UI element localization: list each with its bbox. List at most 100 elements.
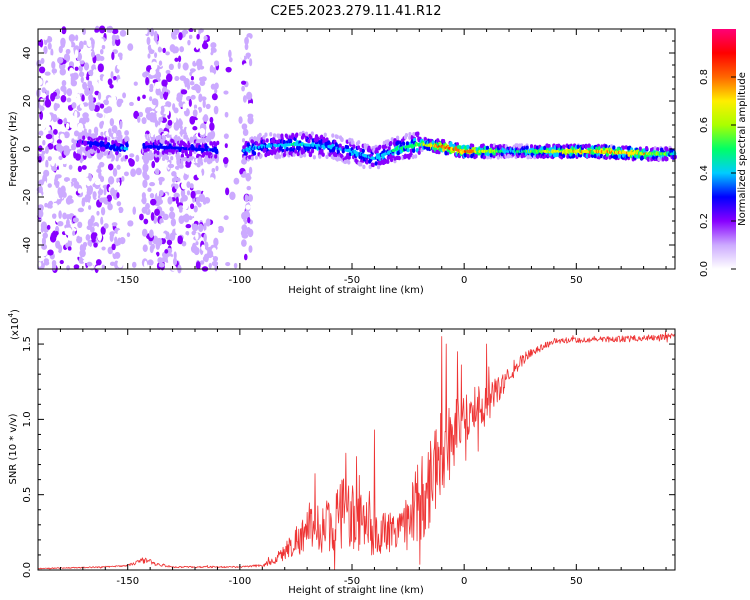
- spectrogram-cell: [66, 265, 70, 271]
- spectrogram-cell: [114, 251, 121, 259]
- spectrogram-cell: [88, 129, 92, 134]
- spectrogram-cell: [68, 170, 74, 176]
- spectrogram-cell: [92, 191, 97, 199]
- spectrogram-cell: [301, 133, 306, 138]
- spectrogram-cell: [65, 48, 71, 55]
- spectrogram-cell: [56, 139, 62, 145]
- spectrogram-cell: [214, 154, 218, 159]
- spectrogram-cells: [36, 25, 677, 274]
- spectrogram-cell: [47, 143, 54, 150]
- spectrogram-cell: [144, 148, 148, 153]
- spectrogram-cell: [406, 147, 410, 153]
- spectrogram-cell: [121, 219, 127, 225]
- spectrogram-cell: [259, 153, 263, 159]
- spectrogram-cell: [60, 105, 65, 110]
- spectrogram-cell: [72, 253, 79, 259]
- spectrogram-cell: [206, 47, 212, 55]
- spectrogram-cell: [244, 43, 249, 51]
- spectrogram-cell: [334, 152, 338, 158]
- spectrogram-cell: [338, 143, 342, 148]
- spectrogram-cell: [149, 27, 155, 37]
- snr-y-ticks: 0.0 0.5 1.0 1.5: [22, 328, 675, 578]
- colorbar-tick-label: 0.0: [699, 261, 710, 277]
- spectrogram-cell: [58, 210, 62, 219]
- spectrogram-cell: [176, 92, 183, 100]
- spectrogram-cell: [145, 107, 151, 114]
- spectrogram-cell: [40, 57, 45, 65]
- spectrogram-cell: [70, 79, 78, 87]
- spectrogram-cell: [111, 95, 117, 103]
- spectrogram-cell: [58, 45, 63, 54]
- spectrogram-cell: [43, 32, 48, 41]
- spectrogram-cell: [90, 50, 96, 58]
- spectrogram-cell: [103, 100, 109, 106]
- spectrogram-cell: [215, 165, 219, 172]
- spectrogram-cell: [100, 131, 104, 137]
- spectrogram-cell: [529, 144, 534, 149]
- spectrogram-cell: [55, 143, 63, 151]
- spectrogram-cell: [78, 65, 83, 72]
- spectrogram-cell: [100, 120, 105, 126]
- spectrogram-cell: [381, 144, 386, 149]
- spectrogram-cell: [116, 201, 122, 207]
- spectrogram-cell: [315, 136, 320, 141]
- spectrogram-cell: [371, 162, 375, 168]
- spectrogram-cell: [351, 140, 355, 145]
- spectrogram-cell: [96, 210, 100, 216]
- spectrogram-cell: [347, 155, 351, 160]
- spectrogram-cell: [150, 211, 155, 221]
- spectrogram-cell: [196, 33, 200, 40]
- spectrogram-cell: [44, 82, 52, 91]
- spectrogram-cell: [125, 147, 129, 151]
- spectrogram-cell: [42, 174, 47, 182]
- spectrogram-cell: [203, 222, 207, 232]
- spectrogram-cell: [382, 149, 386, 154]
- spectrogram-cell: [186, 250, 190, 257]
- snr-panel: -150 -100 -50 0 50 0.0 0.5 1.0 1.5 Height of st…: [7, 309, 676, 596]
- spectrogram-cell: [78, 230, 85, 237]
- spectrogram-cell: [157, 195, 162, 201]
- spectrogram-cell: [243, 63, 249, 69]
- spectrogram-cell: [142, 179, 148, 189]
- spectrogram-cell: [179, 46, 185, 53]
- spectrogram-cell: [210, 197, 216, 205]
- spectrogram-cell: [217, 225, 225, 234]
- spectrogram-cell: [111, 140, 115, 145]
- spectrogram-cell: [165, 73, 173, 83]
- spectrogram-cell: [245, 204, 251, 210]
- spectrogram-cell: [178, 205, 184, 210]
- spectrogram-cell: [190, 244, 198, 254]
- spectrogram-cell: [39, 111, 44, 120]
- spectrogram-cell: [149, 96, 153, 102]
- spectrogram-cell: [189, 183, 194, 189]
- spectrogram-cell: [390, 137, 394, 142]
- spectrogram-cell: [46, 203, 51, 209]
- spectrogram-cell: [233, 262, 238, 269]
- spectrogram-cell: [95, 259, 102, 266]
- spectrogram-cell: [74, 49, 79, 59]
- spectrogram-cell: [40, 226, 44, 233]
- spectrogram-cell: [174, 134, 178, 140]
- spectrogram-cell: [241, 233, 249, 239]
- spectrogram-cell: [86, 75, 90, 81]
- spectrogram-cell: [63, 166, 67, 172]
- spectrogram-cell: [61, 26, 67, 35]
- spectrogram-cell: [70, 72, 75, 78]
- spectrogram-cell: [345, 145, 350, 150]
- spectrogram-cell: [144, 152, 148, 157]
- spectrogram-cell: [214, 88, 218, 94]
- spectrogram-cell: [198, 93, 203, 103]
- spectrogram-cell: [576, 144, 580, 149]
- spectrogram-cell: [149, 193, 155, 199]
- spectrogram-cell: [47, 249, 54, 256]
- spectrogram-cell: [183, 213, 190, 223]
- spectrogram-cell: [215, 148, 219, 152]
- spectrogram-cell: [190, 211, 195, 217]
- spectrogram-cell: [166, 133, 170, 138]
- spectrogram-cell: [160, 257, 167, 263]
- spectrogram-cell: [183, 173, 188, 181]
- spectrogram-cell: [50, 158, 55, 167]
- snr-x-tick-label: 50: [570, 576, 583, 587]
- spectrogram-cell: [167, 163, 175, 169]
- spectrogram-cell: [352, 144, 356, 149]
